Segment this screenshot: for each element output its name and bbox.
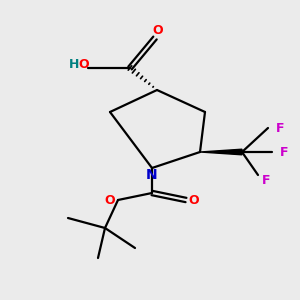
Text: O: O (79, 58, 89, 71)
Text: F: F (262, 175, 271, 188)
Text: O: O (153, 23, 163, 37)
Text: F: F (276, 122, 284, 134)
Polygon shape (200, 149, 242, 155)
Text: N: N (146, 168, 158, 182)
Text: O: O (189, 194, 199, 206)
Text: H: H (69, 58, 79, 71)
Text: F: F (280, 146, 289, 158)
Text: O: O (105, 194, 115, 206)
